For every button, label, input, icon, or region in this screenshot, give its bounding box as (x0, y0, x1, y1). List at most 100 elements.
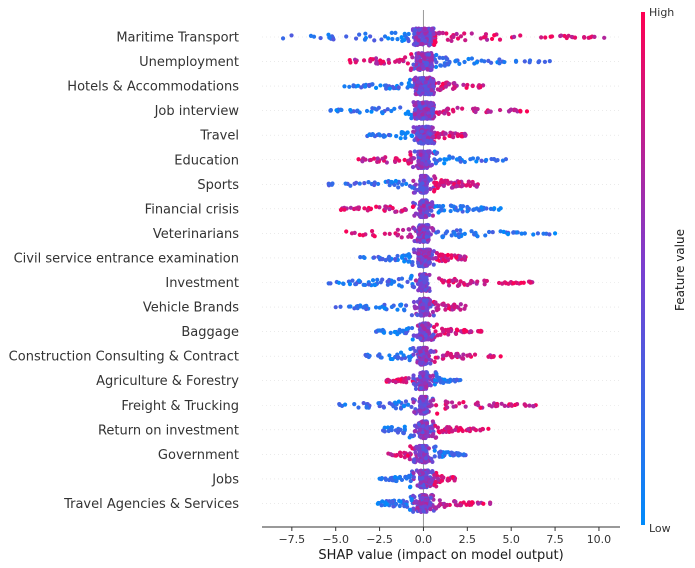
shap-point (442, 161, 447, 166)
shap-point (478, 328, 483, 333)
shap-point (378, 280, 383, 285)
feature-row-points (344, 222, 558, 244)
shap-point (418, 349, 423, 354)
shap-point (396, 399, 401, 404)
shap-point (396, 85, 401, 90)
shap-point (479, 58, 484, 63)
shap-point (403, 207, 408, 212)
shap-point (434, 150, 440, 155)
shap-point (409, 234, 414, 240)
shap-point (338, 304, 343, 309)
shap-point (433, 479, 438, 485)
shap-point (344, 229, 349, 234)
shap-point (425, 100, 430, 105)
shap-point (402, 427, 407, 432)
shap-point (433, 435, 438, 440)
shap-point (364, 353, 369, 358)
shap-point (566, 33, 571, 38)
shap-point (404, 326, 409, 332)
shap-point (416, 422, 421, 427)
shap-point (445, 61, 450, 66)
shap-point (448, 208, 453, 214)
shap-point (406, 38, 411, 44)
shap-point (417, 27, 422, 32)
shap-point (438, 87, 443, 92)
shap-point (390, 36, 395, 42)
shap-point (445, 56, 450, 62)
shap-point (486, 426, 491, 431)
shap-point (518, 108, 523, 113)
shap-point (420, 394, 425, 399)
shap-point (379, 110, 385, 115)
feature-row-points (356, 149, 509, 171)
shap-point (469, 229, 474, 234)
shap-point (524, 109, 530, 114)
shap-point (354, 109, 360, 114)
shap-point (432, 448, 437, 453)
shap-point (403, 111, 408, 116)
shap-point (436, 210, 441, 215)
shap-point (416, 158, 421, 164)
shap-point (462, 59, 467, 65)
shap-point (411, 457, 417, 462)
shap-point (400, 182, 405, 187)
shap-point (343, 402, 348, 407)
shap-point (386, 36, 391, 41)
shap-point (385, 282, 390, 287)
shap-point (427, 212, 432, 217)
shap-point (411, 77, 417, 82)
shap-point (358, 255, 363, 260)
shap-point (363, 31, 368, 36)
shap-point (435, 31, 441, 36)
shap-point (389, 179, 394, 185)
shap-point (470, 181, 475, 186)
shap-point (388, 356, 393, 362)
shap-point (389, 108, 394, 114)
shap-point (425, 149, 431, 154)
shap-point (354, 180, 359, 185)
shap-point (474, 184, 479, 189)
shap-point (445, 350, 450, 355)
shap-point (452, 305, 457, 310)
shap-point (430, 213, 435, 218)
shap-point (541, 231, 546, 236)
shap-point (410, 164, 416, 170)
shap-point (346, 304, 352, 309)
shap-point (407, 255, 412, 260)
shap-point (393, 209, 398, 214)
shap-point (432, 39, 437, 44)
shap-point (396, 355, 401, 360)
shap-point (462, 231, 467, 236)
shap-point (429, 27, 434, 33)
shap-point (409, 133, 414, 138)
shap-point (400, 208, 405, 213)
shap-point (399, 356, 404, 361)
shap-point (370, 57, 375, 62)
shap-point (444, 31, 449, 36)
shap-point (446, 329, 451, 334)
shap-point (424, 63, 429, 68)
shap-point (409, 404, 414, 410)
shap-point (453, 353, 458, 359)
shap-point (422, 403, 427, 408)
shap-point (432, 157, 437, 162)
shap-point (437, 157, 443, 162)
shap-point (428, 383, 433, 388)
shap-point (372, 234, 377, 239)
shap-point (394, 134, 399, 139)
shap-point (418, 208, 423, 213)
shap-point (447, 156, 452, 161)
shap-point (366, 180, 371, 185)
shap-point (386, 60, 392, 65)
shap-point (420, 64, 425, 69)
shap-point (547, 232, 552, 237)
shap-point (427, 260, 432, 265)
shap-point (416, 257, 422, 262)
shap-point (375, 156, 380, 161)
shap-point (412, 112, 417, 117)
shap-point (433, 444, 438, 449)
shap-point (361, 305, 366, 310)
shap-point (445, 252, 451, 258)
feature-row-points (347, 50, 552, 73)
shap-point (373, 85, 379, 90)
